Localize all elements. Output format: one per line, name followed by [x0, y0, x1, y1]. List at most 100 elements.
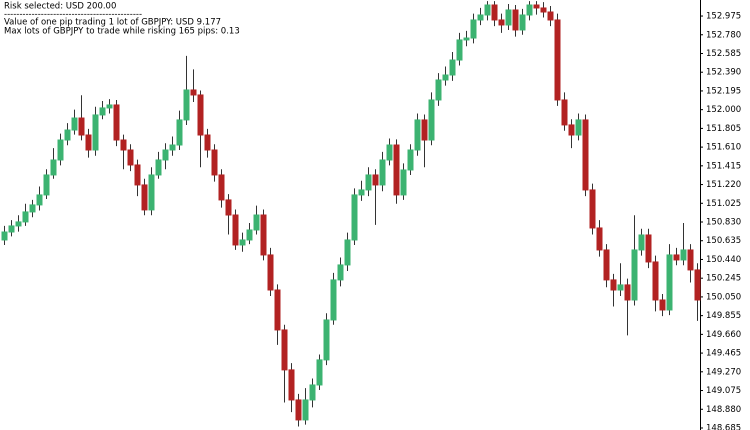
candle-body [379, 159, 386, 186]
y-tick-label: 150.245 [706, 274, 741, 284]
candle-body [106, 104, 113, 109]
candle-body [561, 99, 568, 126]
candle-body [393, 144, 400, 196]
pip-value-text: Value of one pip trading 1 lot of GBPJPY… [4, 18, 221, 28]
y-tick-label: 151.610 [706, 143, 741, 153]
candle-body [673, 254, 680, 261]
candle-body [190, 89, 197, 96]
candle-body [645, 234, 652, 263]
y-tick-label: 152.000 [706, 105, 741, 115]
candle-body [435, 79, 442, 101]
candle-body [323, 319, 330, 361]
candle-body [246, 229, 253, 241]
candle-body [253, 214, 260, 231]
candle-body [547, 11, 554, 21]
candle-body [484, 4, 491, 16]
candle-body [36, 194, 43, 206]
y-tick-label: 152.780 [706, 30, 741, 40]
candle-body [183, 89, 190, 121]
candle-body [414, 119, 421, 151]
candle-body [302, 399, 309, 421]
candle-body [624, 284, 631, 301]
candle-body [421, 119, 428, 141]
y-tick-label: 152.195 [706, 86, 741, 96]
candle-body [148, 174, 155, 211]
candle-body [316, 359, 323, 386]
y-tick-label: 150.635 [706, 236, 741, 246]
candle-body [197, 94, 204, 136]
candle-body [64, 129, 71, 141]
candle-body [449, 59, 456, 76]
candle-body [113, 104, 120, 141]
candle-body [470, 19, 477, 39]
candle-body [1, 231, 8, 241]
candle-body [344, 239, 351, 266]
candle-body [127, 149, 134, 166]
candle-body [498, 19, 505, 26]
candle-body [239, 239, 246, 246]
candle-body [92, 114, 99, 151]
candle-body [505, 9, 512, 26]
y-tick-label: 151.805 [706, 124, 741, 134]
y-tick-label: 148.685 [706, 423, 741, 430]
candle-body [78, 117, 85, 136]
candle-body [463, 37, 470, 41]
candle-body [8, 225, 15, 233]
candle-body [281, 329, 288, 371]
candle-body [274, 289, 281, 331]
y-tick-label: 149.075 [706, 386, 741, 396]
y-tick-label: 152.390 [706, 68, 741, 78]
candle-body [204, 134, 211, 151]
candle-body [603, 249, 610, 281]
candle-body [15, 221, 22, 227]
candle-body [71, 117, 78, 131]
y-tick-label: 149.660 [706, 330, 741, 340]
candle-body [330, 279, 337, 321]
candle-body [687, 249, 694, 271]
candle-body [134, 164, 141, 186]
candle-body [260, 214, 267, 256]
candle-body [141, 184, 148, 211]
candle-body [372, 174, 379, 186]
candle-body [680, 249, 687, 261]
candle-body [232, 214, 239, 246]
y-tick-label: 151.220 [706, 180, 741, 190]
candle-body [694, 269, 701, 301]
candle-body [120, 139, 127, 151]
candle-body [456, 39, 463, 61]
y-tick-label: 151.025 [706, 199, 741, 209]
candle-body [386, 144, 393, 161]
y-tick-label: 152.585 [706, 49, 741, 59]
candle-body [85, 134, 92, 151]
y-tick-label: 151.415 [706, 161, 741, 171]
candle-body [22, 211, 29, 223]
candle-body [162, 149, 169, 161]
candle-body [50, 159, 57, 176]
y-tick-label: 150.830 [706, 218, 741, 228]
candle-body [295, 399, 302, 421]
max-lots-text: Max lots of GBPJPY to trade while riskin… [4, 27, 240, 37]
y-tick-label: 149.855 [706, 311, 741, 321]
candle-body [519, 14, 526, 31]
candle-body [337, 264, 344, 281]
candle-body [533, 4, 540, 9]
y-tick-label: 150.440 [706, 255, 741, 265]
candle-body [610, 279, 617, 291]
candle-body [526, 4, 533, 16]
candle-body [57, 139, 64, 161]
candle-body [176, 119, 183, 146]
candle-body [155, 159, 162, 176]
candle-body [575, 119, 582, 136]
candle-body [659, 299, 666, 311]
y-tick-label: 148.880 [706, 405, 741, 415]
candle-body [225, 199, 232, 216]
candle-body [365, 174, 372, 191]
candle-body [512, 9, 519, 31]
separator-text: ----------------------------------------… [4, 10, 142, 20]
candle-body [267, 254, 274, 291]
candle-body [477, 14, 484, 21]
candle-body [666, 254, 673, 311]
candle-body [491, 4, 498, 21]
y-tick-label: 152.975 [706, 12, 741, 22]
